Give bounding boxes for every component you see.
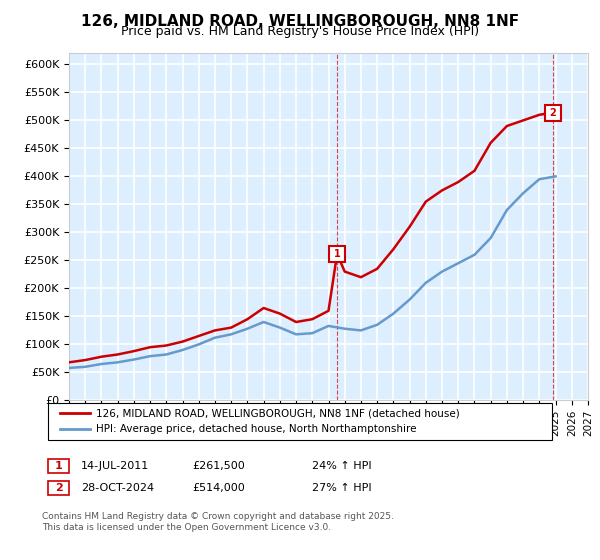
Text: 28-OCT-2024: 28-OCT-2024 [81, 483, 154, 493]
Text: 2: 2 [550, 108, 556, 118]
Text: Price paid vs. HM Land Registry's House Price Index (HPI): Price paid vs. HM Land Registry's House … [121, 25, 479, 38]
Text: 126, MIDLAND ROAD, WELLINGBOROUGH, NN8 1NF (detached house): 126, MIDLAND ROAD, WELLINGBOROUGH, NN8 1… [96, 408, 460, 418]
Text: £261,500: £261,500 [192, 461, 245, 472]
Text: £514,000: £514,000 [192, 483, 245, 493]
Text: 27% ↑ HPI: 27% ↑ HPI [312, 483, 371, 493]
Text: 2: 2 [55, 483, 62, 493]
Text: 1: 1 [55, 461, 62, 472]
Text: 126, MIDLAND ROAD, WELLINGBOROUGH, NN8 1NF: 126, MIDLAND ROAD, WELLINGBOROUGH, NN8 1… [81, 14, 519, 29]
Text: Contains HM Land Registry data © Crown copyright and database right 2025.
This d: Contains HM Land Registry data © Crown c… [42, 512, 394, 532]
Text: 24% ↑ HPI: 24% ↑ HPI [312, 461, 371, 472]
Text: HPI: Average price, detached house, North Northamptonshire: HPI: Average price, detached house, Nort… [96, 424, 416, 435]
Text: 1: 1 [334, 249, 340, 259]
Text: 14-JUL-2011: 14-JUL-2011 [81, 461, 149, 472]
